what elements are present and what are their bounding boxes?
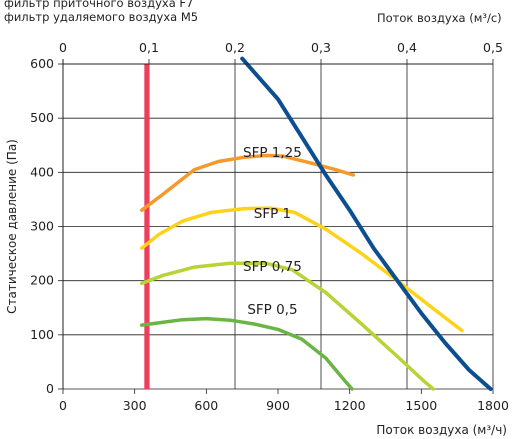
x2-tick-label-4: 0,4 — [397, 40, 417, 55]
series-label-1: SFP 1 — [254, 206, 291, 222]
x-axis-title: Поток воздуха (м³/ч) — [376, 423, 507, 437]
x2-tick-label-5: 0,5 — [483, 40, 503, 55]
x-tick-label-1200: 1200 — [334, 398, 366, 413]
x2-tick-label-0: 0 — [59, 40, 67, 55]
legend-line-1: фильтр приточного воздуха F7 — [4, 0, 194, 10]
legend-line-2: фильтр удаляемого воздуха M5 — [4, 10, 199, 24]
axis-layer: 0 100 200 300 400 500 600 0 0,1 0,2 0,3 0,4 0,5 0 300 6… — [5, 40, 509, 437]
x-tick-label-300: 300 — [123, 398, 147, 413]
max-pressure-curve — [240, 56, 493, 391]
series-label-0: SFP 1,25 — [243, 145, 302, 161]
y-tick-label-400: 400 — [30, 164, 54, 179]
series-layer — [140, 56, 493, 391]
x-tick-label-900: 900 — [266, 398, 290, 413]
x2-tick-label-1: 0,1 — [139, 40, 159, 55]
y-tick-label-500: 500 — [30, 110, 54, 125]
series-line-3 — [140, 316, 354, 391]
grid-layer — [62, 63, 494, 390]
series-label-3: SFP 0,5 — [247, 302, 297, 318]
series-line-1 — [140, 206, 464, 333]
y-tick-label-300: 300 — [30, 219, 54, 234]
y-tick-label-600: 600 — [30, 56, 54, 71]
series-line-0 — [140, 153, 356, 212]
x-tick-label-0: 0 — [59, 398, 67, 413]
y-tick-label-0: 0 — [46, 381, 54, 396]
y-tick-label-100: 100 — [30, 327, 54, 342]
y-tick-label-200: 200 — [30, 273, 54, 288]
x-tick-label-1500: 1500 — [405, 398, 437, 413]
label-layer: SFP 1,25 SFP 1 SFP 0,75 SFP 0,5 — [243, 145, 302, 318]
series-label-2: SFP 0,75 — [243, 259, 302, 275]
x-tick-label-600: 600 — [194, 398, 218, 413]
x2-tick-label-2: 0,2 — [225, 40, 245, 55]
series-line-2 — [140, 261, 436, 391]
y-axis-title: Статическое давление (Па) — [5, 139, 19, 314]
x-tick-label-1800: 1800 — [477, 398, 509, 413]
top-axis-label: Поток воздуха (м³/с) — [377, 11, 502, 25]
x2-tick-label-3: 0,3 — [311, 40, 331, 55]
